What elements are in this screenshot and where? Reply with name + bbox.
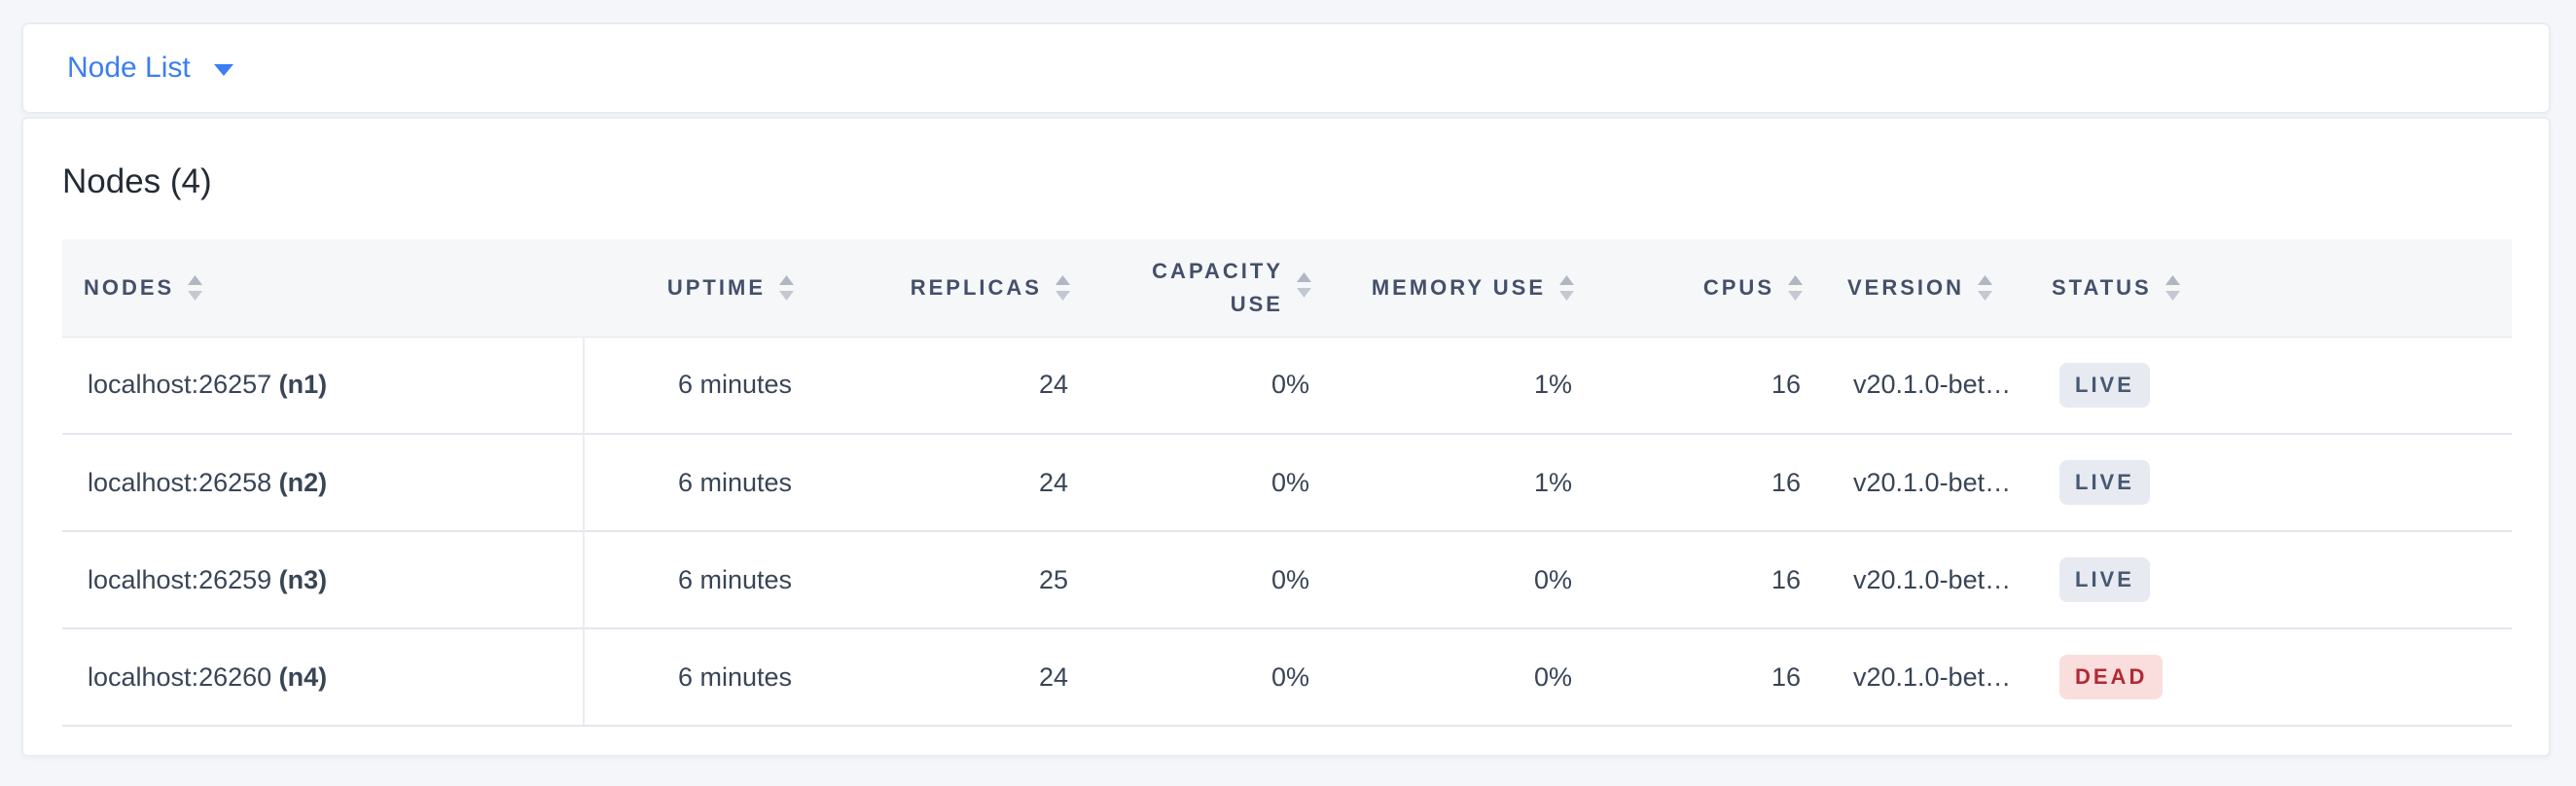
cell-version: v20.1.0-bet… xyxy=(1826,433,2030,531)
node-link[interactable]: localhost:26257 (n1) xyxy=(88,370,328,400)
column-header-cpus[interactable]: CPUS xyxy=(1597,239,1826,338)
table-header-row: NODES UPTIME REPLICAS xyxy=(62,239,2512,338)
node-link[interactable]: localhost:26260 (n4) xyxy=(88,661,328,692)
cell-status: LIVE xyxy=(2030,530,2512,628)
sort-icon xyxy=(779,274,794,301)
cell-replicas: 24 xyxy=(817,433,1093,531)
cell-version: v20.1.0-bet… xyxy=(1826,627,2030,727)
nodes-panel: Nodes (4) NODES UPTIME xyxy=(21,117,2551,757)
column-header-capacity-use[interactable]: CAPACITY USE xyxy=(1093,239,1335,338)
cell-capacity-use: 0% xyxy=(1093,627,1335,727)
cell-cpus: 16 xyxy=(1597,627,1826,727)
status-badge: DEAD xyxy=(2059,655,2164,699)
cell-version: v20.1.0-bet… xyxy=(1826,530,2030,628)
sort-icon xyxy=(1559,274,1574,301)
cell-replicas: 24 xyxy=(817,627,1093,727)
cell-uptime: 6 minutes xyxy=(584,627,817,727)
status-badge: LIVE xyxy=(2059,460,2150,505)
status-badge: LIVE xyxy=(2059,557,2150,602)
cell-version: v20.1.0-bet… xyxy=(1826,337,2030,434)
cell-cpus: 16 xyxy=(1597,433,1826,531)
sort-icon xyxy=(1978,274,1993,301)
node-link[interactable]: localhost:26258 (n2) xyxy=(88,467,328,497)
node-list-dropdown[interactable]: Node List xyxy=(67,54,233,83)
table-row: localhost:26258 (n2) 6 minutes 24 0% 1% … xyxy=(62,433,2512,531)
cell-node-name: localhost:26258 (n2) xyxy=(62,433,585,531)
cell-node-name: localhost:26259 (n3) xyxy=(62,530,585,628)
cell-status: DEAD xyxy=(2030,627,2512,727)
cell-cpus: 16 xyxy=(1597,530,1826,628)
column-header-version[interactable]: VERSION xyxy=(1826,239,2030,338)
column-header-memory-use[interactable]: MEMORY USE xyxy=(1335,239,1597,338)
column-header-status[interactable]: STATUS xyxy=(2030,239,2512,338)
cell-replicas: 25 xyxy=(817,530,1093,628)
cell-memory-use: 0% xyxy=(1335,627,1597,727)
sort-icon xyxy=(188,274,203,301)
cell-uptime: 6 minutes xyxy=(584,530,817,628)
cell-status: LIVE xyxy=(2030,337,2512,434)
sort-icon xyxy=(1055,274,1070,301)
cell-node-name: localhost:26260 (n4) xyxy=(62,627,585,727)
cell-cpus: 16 xyxy=(1597,337,1826,434)
column-header-replicas[interactable]: REPLICAS xyxy=(817,239,1093,338)
cell-memory-use: 1% xyxy=(1335,433,1597,531)
page-title: Nodes (4) xyxy=(62,162,212,200)
cell-capacity-use: 0% xyxy=(1093,337,1335,434)
sort-icon xyxy=(1788,274,1803,301)
cell-uptime: 6 minutes xyxy=(584,337,817,434)
column-header-nodes[interactable]: NODES xyxy=(62,239,584,338)
table-row: localhost:26257 (n1) 6 minutes 24 0% 1% … xyxy=(62,337,2512,434)
sort-icon xyxy=(1297,271,1311,298)
node-link[interactable]: localhost:26259 (n3) xyxy=(88,564,328,594)
table-row: localhost:26260 (n4) 6 minutes 24 0% 0% … xyxy=(62,627,2512,727)
cell-memory-use: 1% xyxy=(1335,337,1597,434)
cell-uptime: 6 minutes xyxy=(584,433,817,531)
sort-icon xyxy=(2165,274,2180,301)
node-list-dropdown-label: Node List xyxy=(67,52,191,84)
caret-down-icon xyxy=(213,63,233,76)
cell-capacity-use: 0% xyxy=(1093,530,1335,628)
column-header-uptime[interactable]: UPTIME xyxy=(584,239,817,338)
view-selector-bar: Node List xyxy=(21,22,2551,114)
table-row: localhost:26259 (n3) 6 minutes 25 0% 0% … xyxy=(62,530,2512,628)
cell-status: LIVE xyxy=(2030,433,2512,531)
cell-replicas: 24 xyxy=(817,337,1093,434)
nodes-table: NODES UPTIME REPLICAS xyxy=(62,239,2512,727)
cell-memory-use: 0% xyxy=(1335,530,1597,628)
status-badge: LIVE xyxy=(2059,362,2150,408)
cell-node-name: localhost:26257 (n1) xyxy=(62,337,585,434)
cell-capacity-use: 0% xyxy=(1093,433,1335,531)
